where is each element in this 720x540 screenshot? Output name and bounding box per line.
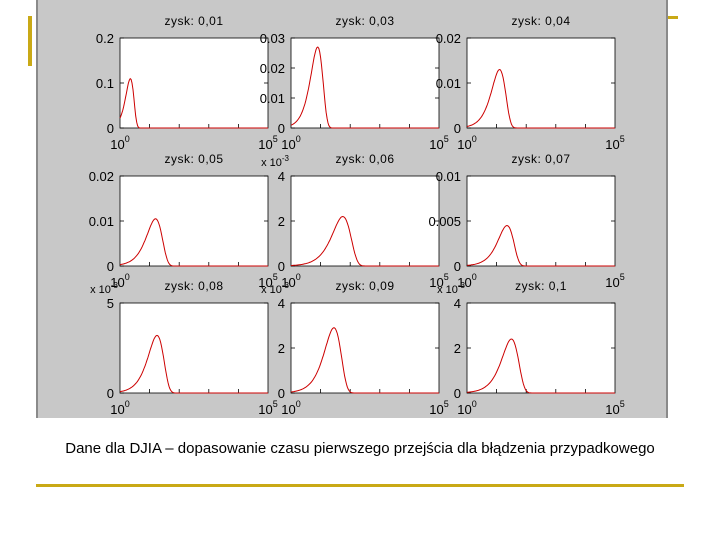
axes-box	[119, 175, 269, 267]
subplot-title: zysk: 0,09	[335, 279, 394, 293]
x-tick-label: 105	[605, 399, 624, 417]
x-tick-label: 100	[110, 134, 129, 152]
y-tick-label: 2	[278, 341, 285, 356]
fit-curve	[466, 68, 615, 129]
y-scale-label: x 10-3	[437, 281, 465, 296]
subplot-1: zysk: 0,01 0 0.1 0.2 100 105	[96, 14, 278, 152]
y-scale-label: x 10-3	[261, 154, 289, 169]
y-tick-label: 2	[454, 341, 461, 356]
subplot-title: zysk: 0,04	[511, 14, 570, 28]
x-tick-label: 105	[605, 272, 624, 290]
y-tick-label: 0	[107, 386, 114, 401]
axes-box	[119, 302, 269, 394]
subplot-7: zysk: 0,08 x 10-3 0 5 100 105	[90, 279, 278, 417]
x-tick-label: 105	[258, 134, 277, 152]
y-tick-label: 0	[278, 259, 285, 274]
x-tick-label: 100	[457, 134, 476, 152]
x-tick-label: 105	[429, 399, 448, 417]
fit-curve	[119, 77, 268, 129]
y-tick-label: 0	[278, 386, 285, 401]
y-tick-label: 0.01	[260, 91, 285, 106]
y-tick-label: 4	[278, 296, 285, 311]
figure-panel: zysk: 0,01 0 0.1 0.2 100 105 zysk: 0,03 0 0.01 0.…	[36, 0, 668, 418]
x-tick-label: 100	[457, 399, 476, 417]
subplot-9: zysk: 0,1 x 10-3 0 2 4 100 105	[437, 279, 625, 417]
fit-curve	[290, 46, 439, 129]
decorative-accent-bar-left	[28, 16, 32, 66]
axes-box	[290, 37, 440, 129]
y-tick-label: 4	[278, 169, 285, 184]
axes-box	[466, 37, 616, 129]
x-tick-label: 105	[258, 399, 277, 417]
subplot-title: zysk: 0,01	[164, 14, 223, 28]
subplot-title: zysk: 0,07	[511, 152, 570, 166]
fit-curve	[291, 215, 439, 267]
subplot-title: zysk: 0,06	[335, 152, 394, 166]
subplot-title: zysk: 0,03	[335, 14, 394, 28]
y-tick-label: 2	[278, 214, 285, 229]
axes-box	[466, 302, 616, 394]
y-tick-label: 0	[107, 259, 114, 274]
y-tick-label: 0.02	[260, 61, 285, 76]
y-tick-label: 0.02	[436, 31, 461, 46]
x-tick-label: 100	[281, 399, 300, 417]
subplot-title: zysk: 0,08	[164, 279, 223, 293]
x-tick-label: 105	[429, 134, 448, 152]
subplot-title: zysk: 0,1	[515, 279, 567, 293]
y-tick-label: 0.1	[96, 76, 114, 91]
y-tick-label: 0	[107, 121, 114, 136]
subplot-3: zysk: 0,04 0 0.01 0.02 100 105	[436, 14, 625, 152]
y-tick-label: 0	[278, 121, 285, 136]
fit-curve	[119, 218, 268, 267]
y-tick-label: 0.01	[89, 214, 114, 229]
x-tick-label: 100	[110, 399, 129, 417]
y-tick-label: 0.03	[260, 31, 285, 46]
y-tick-label: 0	[454, 259, 461, 274]
subplot-title: zysk: 0,05	[164, 152, 223, 166]
y-scale-label: x 10-3	[261, 281, 289, 296]
y-tick-label: 0.005	[428, 214, 461, 229]
axes-box	[290, 175, 440, 267]
y-scale-label: x 10-3	[90, 281, 118, 296]
fit-curve	[466, 224, 615, 267]
figure-caption: Dane dla DJIA – dopasowanie czasu pierws…	[65, 440, 655, 457]
y-tick-label: 0.01	[436, 169, 461, 184]
y-tick-label: 0.02	[89, 169, 114, 184]
y-tick-label: 4	[454, 296, 461, 311]
decorative-accent-line-bottom	[36, 484, 684, 487]
x-tick-label: 105	[605, 134, 624, 152]
y-tick-label: 0	[454, 121, 461, 136]
fit-curve	[119, 334, 268, 394]
fit-curve	[466, 338, 615, 394]
axes-box	[466, 175, 616, 267]
y-tick-label: 5	[107, 296, 114, 311]
y-tick-label: 0.01	[436, 76, 461, 91]
x-tick-label: 100	[281, 134, 300, 152]
fit-curve	[290, 327, 439, 394]
axes-box	[119, 37, 269, 129]
y-tick-label: 0	[454, 386, 461, 401]
axes-box	[290, 302, 440, 394]
y-tick-label: 0.2	[96, 31, 114, 46]
